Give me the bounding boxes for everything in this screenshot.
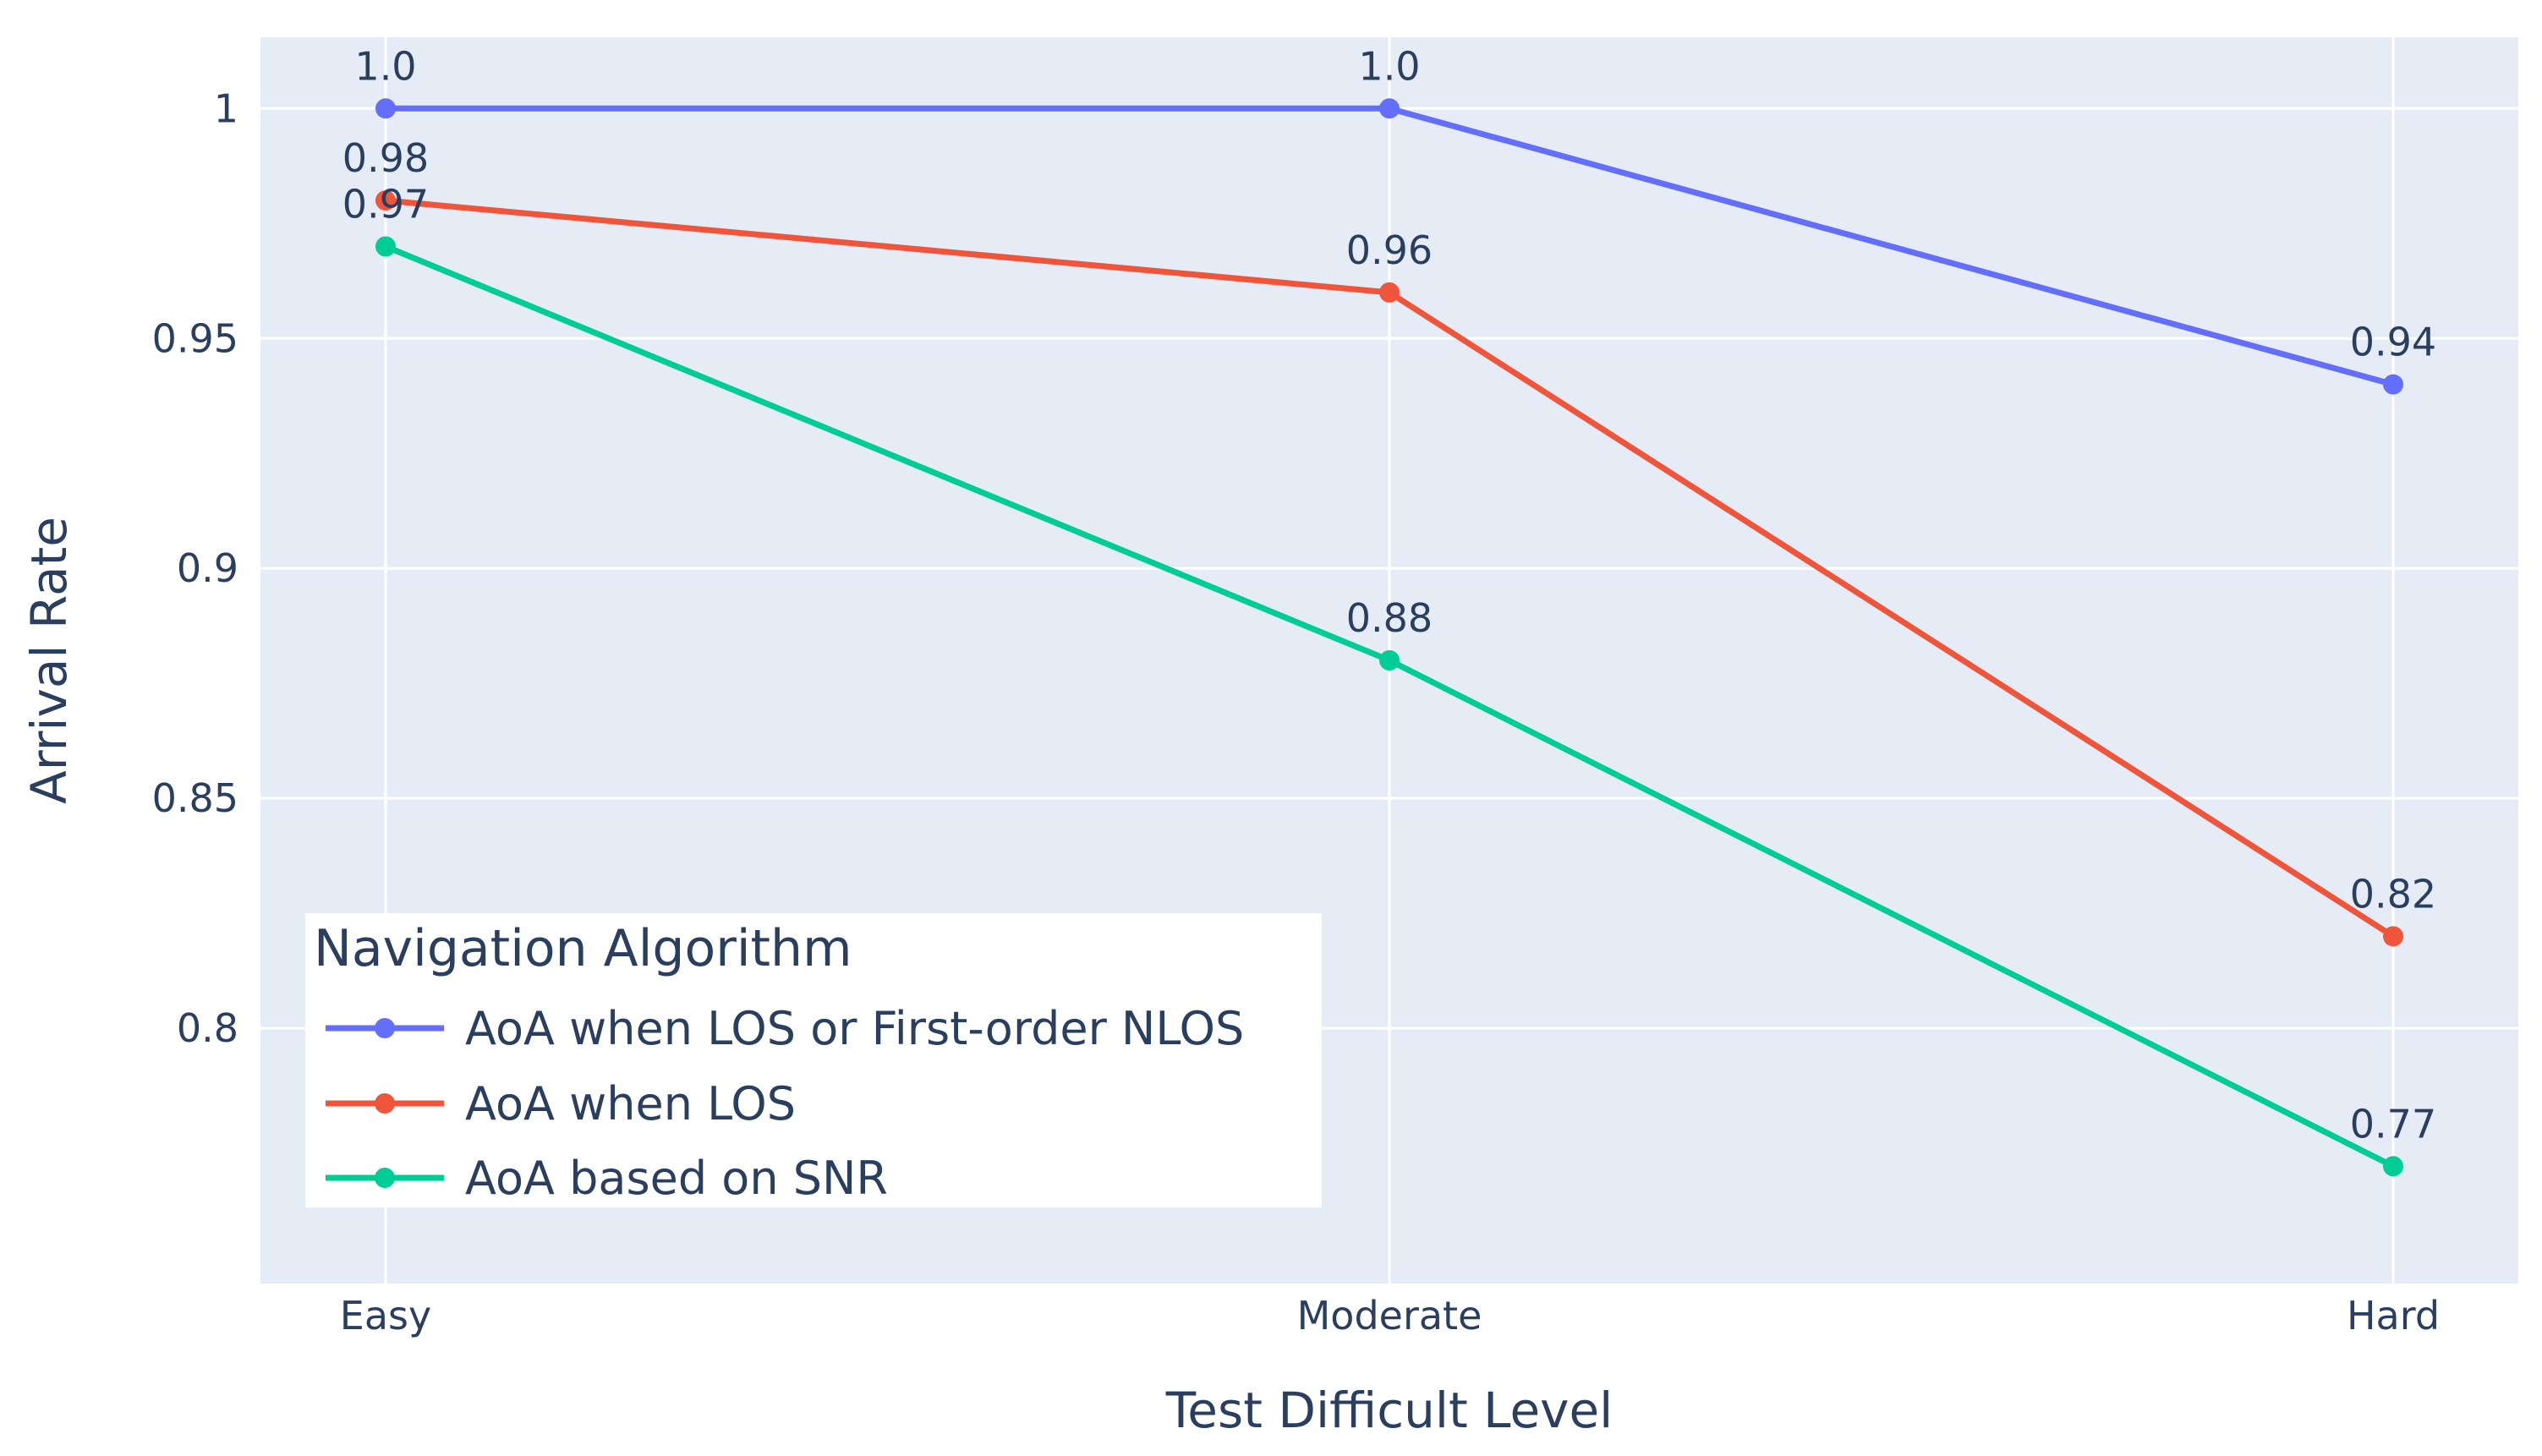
legend[interactable]: Navigation Algorithm AoA when LOS or Fir… [305, 913, 1322, 1207]
y-tick-label: 0.85 [152, 775, 238, 821]
legend-item-label: AoA when LOS [465, 1077, 796, 1130]
series-markers [375, 98, 2403, 1177]
data-point [1379, 282, 1400, 303]
legend-swatch-marker [375, 1018, 395, 1038]
x-tick-label: Easy [340, 1293, 431, 1338]
data-label: 0.77 [2350, 1101, 2436, 1147]
legend-title: Navigation Algorithm [314, 919, 852, 978]
y-tick-label: 0.8 [177, 1005, 238, 1051]
data-point [2383, 374, 2403, 395]
data-label: 0.97 [342, 181, 429, 227]
data-label: 0.82 [2350, 871, 2436, 917]
x-tick-label: Moderate [1297, 1293, 1482, 1338]
data-point [375, 236, 396, 257]
data-labels: 1.0 1.0 0.94 0.98 0.96 0.82 0.97 0.88 0.77 [342, 43, 2436, 1147]
data-label: 0.96 [1346, 227, 1433, 273]
y-tick-label: 1 [214, 85, 238, 131]
legend-box [305, 913, 1322, 1207]
y-tick-label: 0.95 [152, 315, 238, 361]
data-point [375, 98, 396, 119]
data-point [2383, 1156, 2403, 1177]
legend-item-label: AoA when LOS or First-order NLOS [465, 1002, 1244, 1055]
y-axis-title: Arrival Rate [20, 517, 78, 804]
data-point [375, 190, 396, 211]
x-tick-label: Hard [2347, 1293, 2440, 1338]
y-tick-label: 0.9 [177, 545, 238, 591]
x-axis-ticks: Easy Moderate Hard [340, 1293, 2440, 1338]
data-label: 1.0 [354, 43, 416, 89]
legend-swatch-marker [375, 1093, 395, 1114]
data-point [1379, 650, 1400, 671]
data-label: 1.0 [1358, 43, 1420, 89]
x-axis-title: Test Difficult Level [1165, 1382, 1613, 1439]
data-label: 0.98 [342, 135, 429, 181]
data-label: 0.94 [2350, 320, 2436, 365]
legend-swatch-marker [375, 1168, 395, 1188]
legend-items: AoA when LOS or First-order NLOS AoA when… [326, 1002, 1244, 1205]
legend-item-label: AoA based on SNR [465, 1152, 888, 1205]
data-point [2383, 926, 2403, 947]
data-point [1379, 98, 1400, 119]
y-axis-ticks: 0.8 0.85 0.9 0.95 1 [152, 85, 238, 1051]
data-label: 0.88 [1346, 595, 1433, 641]
